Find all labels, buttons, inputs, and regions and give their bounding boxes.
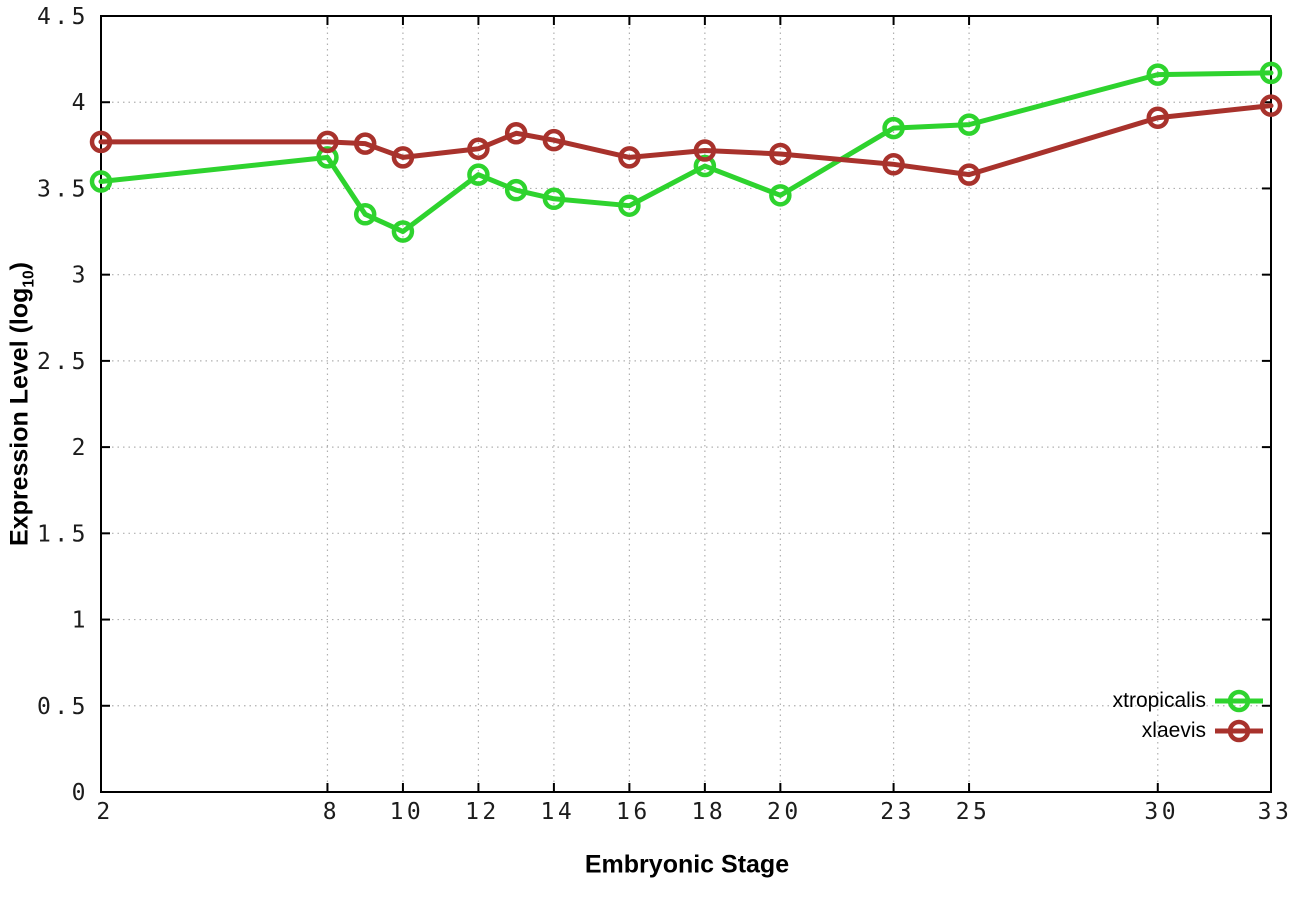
data-point-xtropicalis	[391, 220, 415, 243]
data-point-xtropicalis	[1259, 61, 1283, 85]
y-axis-title-subscript: 10	[20, 270, 38, 288]
legend-label-xlaevis: xlaevis	[1141, 719, 1206, 742]
y-tick-label: 4.5	[37, 4, 89, 30]
x-tick-label: 23	[880, 799, 915, 825]
y-axis-title: Expression Level (log10)	[5, 262, 38, 546]
data-point-xtropicalis	[618, 194, 641, 217]
series-line-xlaevis	[98, 103, 1274, 178]
x-tick-label: 30	[1144, 799, 1179, 825]
x-tick-label: 33	[1258, 799, 1293, 825]
legend: xtropicalis xlaevis	[1113, 686, 1263, 746]
x-axis-title: Embryonic Stage	[585, 851, 789, 880]
x-tick-label: 12	[465, 799, 500, 825]
data-point-xlaevis	[542, 128, 566, 152]
data-point-xlaevis	[316, 130, 339, 154]
y-tick-label: 3	[72, 263, 89, 289]
data-point-xtropicalis	[882, 116, 905, 140]
legend-marker-icon-xlaevis	[1215, 719, 1263, 743]
y-tick-label: 0	[72, 780, 89, 806]
data-point-xtropicalis	[542, 187, 566, 211]
data-point-xtropicalis	[353, 203, 377, 226]
y-tick-label: 0.5	[37, 694, 89, 720]
y-tick-label: 1.5	[37, 521, 89, 547]
data-point-xlaevis	[504, 122, 528, 145]
data-point-xtropicalis	[467, 163, 490, 186]
x-tick-label: 2	[96, 799, 113, 825]
data-point-xlaevis	[89, 130, 113, 154]
x-tick-label: 20	[767, 799, 802, 825]
data-point-xlaevis	[957, 163, 981, 186]
data-point-xtropicalis	[316, 146, 339, 169]
data-point-xlaevis	[1146, 106, 1170, 129]
data-point-xtropicalis	[1146, 63, 1170, 86]
data-point-xlaevis	[391, 146, 415, 169]
legend-label-xtropicalis: xtropicalis	[1112, 689, 1206, 712]
y-tick-label: 4	[72, 90, 89, 116]
y-tick-label: 2.5	[37, 349, 89, 375]
x-tick-label: 8	[323, 799, 340, 825]
x-tick-label: 10	[390, 799, 425, 825]
x-tick-label: 16	[616, 799, 651, 825]
data-point-xtropicalis	[89, 170, 113, 193]
data-point-xlaevis	[693, 139, 717, 162]
data-point-xlaevis	[769, 142, 792, 166]
y-tick-label: 1	[72, 608, 89, 634]
legend-item-xtropicalis: xtropicalis	[1113, 686, 1263, 716]
data-point-xtropicalis	[693, 154, 717, 178]
x-tick-label: 18	[692, 799, 727, 825]
y-tick-label: 3.5	[37, 176, 89, 202]
x-axis-title-text: Embryonic Stage	[584, 850, 790, 879]
legend-item-xlaevis: xlaevis	[1142, 716, 1263, 746]
x-tick-label: 25	[956, 799, 991, 825]
data-point-xlaevis	[1259, 94, 1283, 117]
data-point-xlaevis	[353, 132, 377, 155]
data-point-xlaevis	[618, 146, 641, 169]
y-tick-label: 2	[72, 435, 89, 461]
data-point-xtropicalis	[504, 178, 528, 202]
data-point-xtropicalis	[957, 113, 981, 136]
data-point-xlaevis	[882, 153, 905, 176]
data-point-xlaevis	[467, 137, 490, 161]
data-point-xtropicalis	[769, 184, 792, 207]
plot-border	[100, 15, 1272, 793]
legend-marker-icon-xtropicalis	[1215, 689, 1263, 713]
x-tick-label: 14	[541, 799, 576, 825]
